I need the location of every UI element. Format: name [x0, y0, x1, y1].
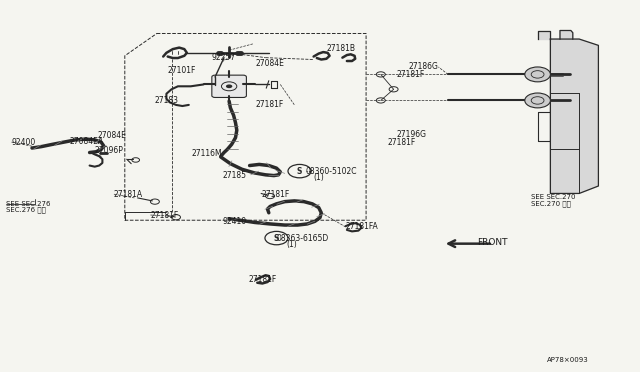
Text: FRONT: FRONT: [477, 238, 508, 247]
Text: 27084EA: 27084EA: [69, 137, 103, 146]
Text: 92410: 92410: [223, 217, 247, 226]
Text: 27186G: 27186G: [408, 62, 438, 71]
Text: 27101F: 27101F: [168, 66, 196, 75]
Text: 92257: 92257: [211, 53, 236, 62]
Text: SEC.276 参照: SEC.276 参照: [6, 207, 46, 214]
Text: 08360-5102C: 08360-5102C: [306, 167, 357, 176]
Polygon shape: [560, 31, 573, 39]
Text: 27084E: 27084E: [256, 60, 285, 68]
Circle shape: [226, 84, 232, 88]
FancyBboxPatch shape: [212, 75, 246, 97]
Text: 27181FA: 27181FA: [346, 222, 378, 231]
Text: S: S: [274, 234, 279, 243]
Polygon shape: [550, 39, 598, 193]
Text: 27084E: 27084E: [97, 131, 126, 140]
Circle shape: [525, 67, 550, 82]
Text: 27185: 27185: [223, 171, 246, 180]
Text: AP78×0093: AP78×0093: [547, 357, 589, 363]
Circle shape: [525, 93, 550, 108]
Text: 27181B: 27181B: [326, 44, 355, 53]
Text: 92400: 92400: [12, 138, 36, 147]
Text: 27181F: 27181F: [397, 70, 425, 79]
Text: 27181F: 27181F: [387, 138, 415, 147]
Text: 27116M: 27116M: [192, 149, 223, 158]
Text: 27181F: 27181F: [256, 100, 284, 109]
Text: (1): (1): [314, 173, 324, 182]
Text: 27096P: 27096P: [95, 146, 124, 155]
Polygon shape: [538, 31, 550, 39]
Text: 08363-6165D: 08363-6165D: [276, 234, 329, 243]
Text: 27196G: 27196G: [397, 130, 427, 139]
Text: S: S: [297, 167, 302, 176]
Text: SEE SEC.276: SEE SEC.276: [6, 201, 51, 207]
Text: SEC.270 参照: SEC.270 参照: [531, 201, 571, 207]
Text: SEE SEC.270: SEE SEC.270: [531, 194, 576, 200]
Text: 27183: 27183: [155, 96, 179, 105]
Text: 27181F: 27181F: [248, 275, 276, 284]
Text: 27181F: 27181F: [261, 190, 289, 199]
Text: (1): (1): [287, 240, 298, 249]
Text: 27181A: 27181A: [114, 190, 143, 199]
Text: 27181F: 27181F: [150, 211, 179, 220]
